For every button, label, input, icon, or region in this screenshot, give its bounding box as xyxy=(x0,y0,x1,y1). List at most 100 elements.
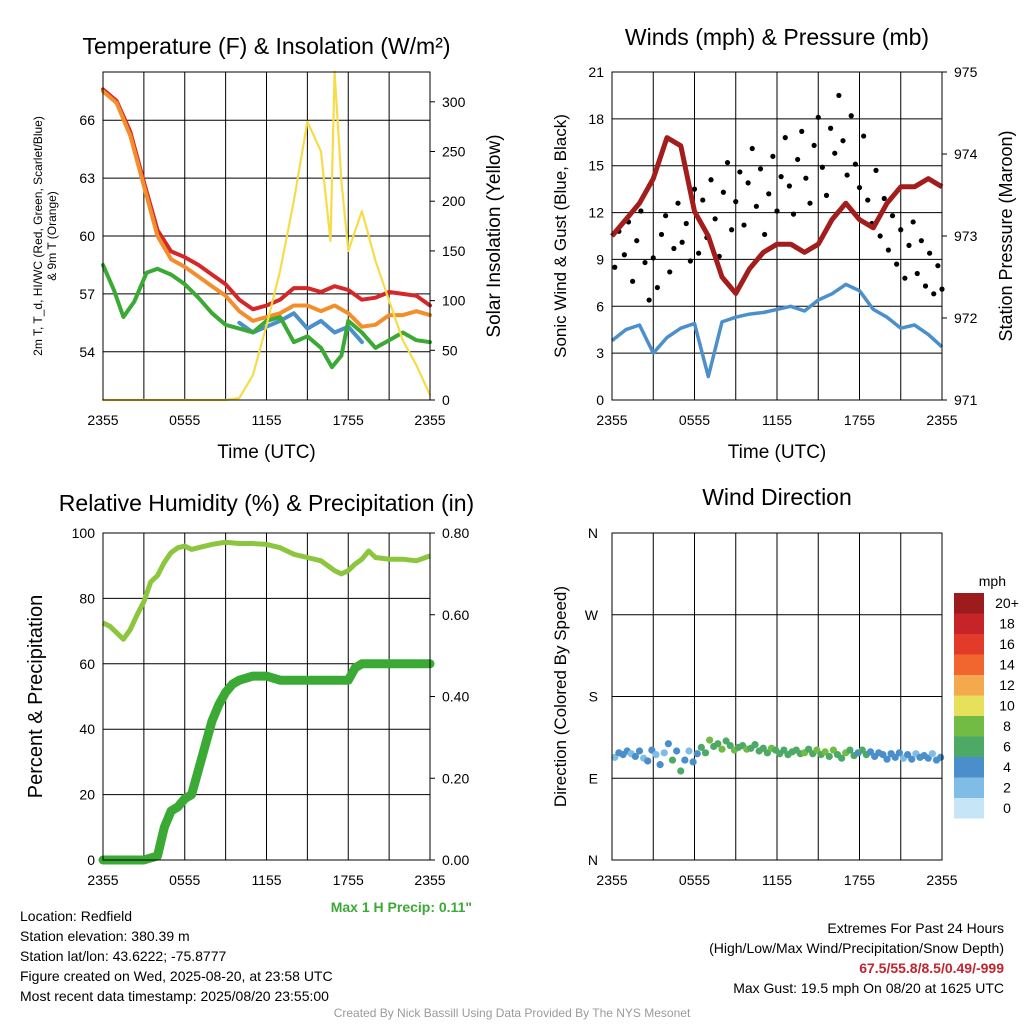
y-axis-label: Sonic Wind & Gust (Blue, Black) xyxy=(551,114,570,358)
x-tick-label: 2355 xyxy=(596,412,627,428)
direction-tick-label: N xyxy=(588,852,598,868)
gust-point xyxy=(848,113,854,119)
colorbar-label: 10 xyxy=(999,698,1015,714)
gust-point xyxy=(654,284,660,291)
colorbar-unit: mph xyxy=(979,573,1006,589)
colorbar-label: 6 xyxy=(1003,739,1011,755)
x-tick-label: 2355 xyxy=(926,872,957,888)
extremes-values: 67.5/55.8/8.5/0.49/-999 xyxy=(859,960,1004,976)
gust-point xyxy=(646,297,652,303)
gust-point xyxy=(770,153,776,159)
y-tick-label: 12 xyxy=(588,205,604,221)
gust-point xyxy=(675,200,681,206)
gust-point xyxy=(902,275,908,281)
gust-point xyxy=(658,231,665,238)
y-tick-label: 9 xyxy=(596,251,604,267)
y-tick-label: 63 xyxy=(79,170,95,186)
chart-title: Winds (mph) & Pressure (mb) xyxy=(625,24,929,50)
y-right-tick-label: 0.80 xyxy=(442,525,469,541)
gust-point xyxy=(757,166,764,172)
y-right-axis-label: Station Pressure (Maroon) xyxy=(996,130,1016,341)
gust-point xyxy=(803,175,809,181)
gust-point xyxy=(935,263,941,269)
gust-point xyxy=(786,183,792,189)
y-tick-label: 6 xyxy=(596,298,604,314)
x-tick-label: 1155 xyxy=(251,412,281,428)
gust-point xyxy=(927,250,933,256)
y-tick-label: 100 xyxy=(72,525,96,541)
gust-point xyxy=(832,150,838,156)
direction-point xyxy=(673,747,681,755)
y-right-axis-label: Solar Insolation (Yellow) xyxy=(484,134,505,337)
location-label: Location: Redfield xyxy=(20,908,133,924)
y-tick-label: 15 xyxy=(588,158,604,174)
y-axis-label-line2: & 9m T (Orange) xyxy=(45,191,59,281)
gust-point xyxy=(679,239,685,245)
direction-tick-label: W xyxy=(585,607,599,623)
gust-point xyxy=(720,189,726,195)
gust-point xyxy=(881,195,887,202)
gust-point xyxy=(852,161,858,167)
gust-point xyxy=(745,180,751,186)
direction-point xyxy=(681,756,689,764)
direction-point xyxy=(937,753,945,761)
gust-point xyxy=(650,255,656,261)
colorbar-swatch xyxy=(954,634,984,655)
gust-point xyxy=(774,208,780,214)
gust-point xyxy=(708,177,714,183)
direction-point xyxy=(660,749,668,757)
colorbar-swatch xyxy=(954,777,984,798)
y-right-tick-label: 0.40 xyxy=(442,689,469,705)
gust-point xyxy=(712,216,718,222)
colorbar-swatch xyxy=(954,716,984,737)
gust-point xyxy=(612,264,618,270)
y-right-tick-label: 975 xyxy=(954,64,978,80)
gust-point xyxy=(823,192,830,198)
series-9m-t xyxy=(101,89,432,329)
series-hi-wc xyxy=(237,311,364,345)
direction-point xyxy=(706,736,714,744)
gust-point xyxy=(642,259,648,266)
gust-point xyxy=(782,135,788,141)
gust-point xyxy=(889,213,896,219)
direction-point xyxy=(697,743,705,751)
gust-point xyxy=(856,184,863,191)
y-right-tick-label: 973 xyxy=(954,228,978,244)
colorbar-label: 12 xyxy=(999,677,1015,693)
y-right-tick-label: 0 xyxy=(442,392,450,408)
y-right-tick-label: 974 xyxy=(954,146,978,162)
direction-point xyxy=(883,755,891,763)
y-tick-label: 21 xyxy=(588,64,604,80)
direction-point xyxy=(689,758,697,766)
colorbar-label: 8 xyxy=(1003,718,1011,734)
y-right-tick-label: 0.20 xyxy=(442,770,469,786)
y-tick-label: 80 xyxy=(79,590,95,606)
y-tick-label: 0 xyxy=(596,392,604,408)
colorbar-label: 20+ xyxy=(995,595,1019,611)
plot-frame xyxy=(611,71,943,401)
gust-point xyxy=(811,142,817,149)
gust-point xyxy=(799,128,805,134)
x-tick-label: 1755 xyxy=(844,412,875,428)
gust-point xyxy=(741,222,747,228)
colorbar-swatch xyxy=(954,654,984,675)
direction-point xyxy=(652,751,660,759)
latlon-label: Station lat/lon: 43.6222; -75.8777 xyxy=(20,948,227,964)
created-label: Figure created on Wed, 2025-08-20, at 23… xyxy=(20,968,333,984)
extremes-subheading: (High/Low/Max Wind/Precipitation/Snow De… xyxy=(709,940,1004,956)
gust-point xyxy=(687,258,693,264)
gust-point xyxy=(828,125,834,131)
colorbar-label: 16 xyxy=(999,636,1015,652)
x-tick-label: 2355 xyxy=(596,872,627,888)
direction-point xyxy=(825,752,833,761)
x-tick-label: 1155 xyxy=(762,412,792,428)
y-right-tick-label: 50 xyxy=(442,342,458,358)
gust-point xyxy=(729,227,735,233)
gust-point xyxy=(700,197,706,203)
direction-point xyxy=(677,767,685,775)
x-tick-label: 0555 xyxy=(169,412,200,428)
y-tick-label: 0 xyxy=(87,852,95,868)
y-axis-label: Percent & Precipitation xyxy=(25,595,47,798)
gust-point xyxy=(894,261,900,267)
